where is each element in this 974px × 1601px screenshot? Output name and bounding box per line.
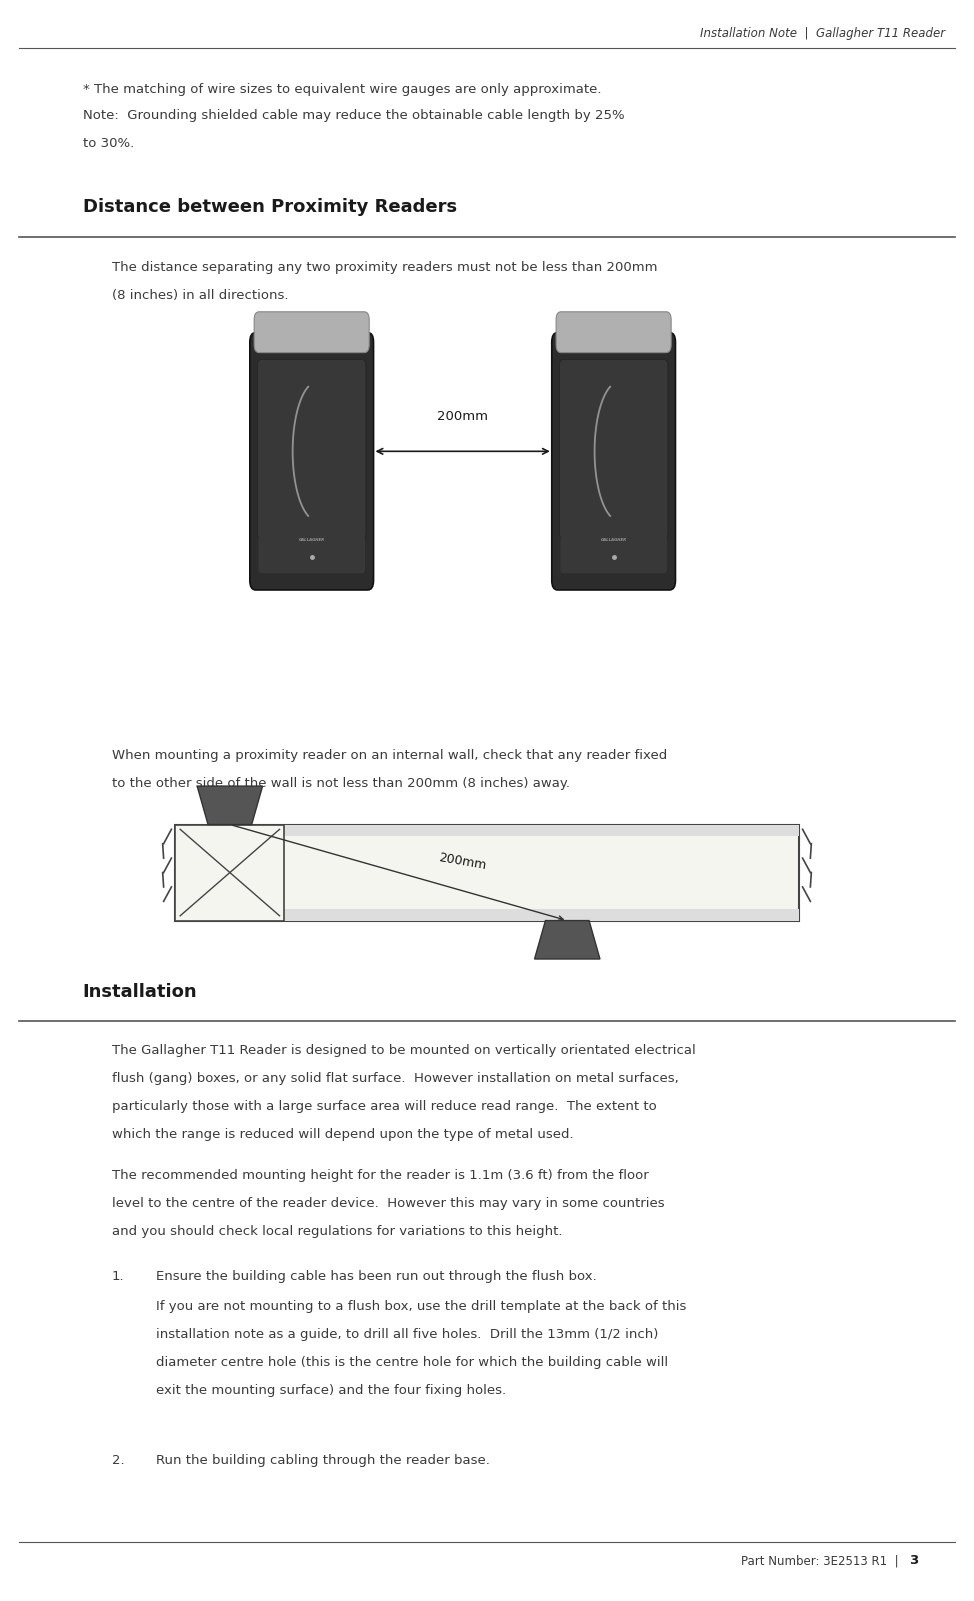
Text: 200mm: 200mm (437, 852, 487, 873)
Text: to the other side of the wall is not less than 200mm (8 inches) away.: to the other side of the wall is not les… (112, 778, 570, 791)
Text: exit the mounting surface) and the four fixing holes.: exit the mounting surface) and the four … (156, 1383, 506, 1398)
Polygon shape (535, 921, 600, 959)
FancyBboxPatch shape (254, 312, 369, 352)
FancyBboxPatch shape (257, 360, 366, 540)
Text: flush (gang) boxes, or any solid flat surface.  However installation on metal su: flush (gang) boxes, or any solid flat su… (112, 1073, 679, 1085)
Bar (175, 825, 284, 921)
Bar (175, 909, 799, 921)
FancyBboxPatch shape (551, 333, 676, 589)
Text: Part Number: 3E2513 R1  |: Part Number: 3E2513 R1 | (740, 1555, 906, 1567)
Text: When mounting a proximity reader on an internal wall, check that any reader fixe: When mounting a proximity reader on an i… (112, 749, 667, 762)
Text: to 30%.: to 30%. (83, 138, 134, 150)
Polygon shape (197, 786, 263, 825)
Text: (8 inches) in all directions.: (8 inches) in all directions. (112, 288, 288, 303)
FancyBboxPatch shape (560, 535, 667, 573)
Bar (175, 825, 799, 836)
Text: Run the building cabling through the reader base.: Run the building cabling through the rea… (156, 1454, 490, 1467)
FancyBboxPatch shape (249, 333, 374, 589)
Text: which the range is reduced will depend upon the type of metal used.: which the range is reduced will depend u… (112, 1127, 574, 1142)
Text: Distance between Proximity Readers: Distance between Proximity Readers (83, 199, 457, 216)
Text: and you should check local regulations for variations to this height.: and you should check local regulations f… (112, 1225, 563, 1238)
Text: The Gallagher T11 Reader is designed to be mounted on vertically orientated elec: The Gallagher T11 Reader is designed to … (112, 1044, 695, 1057)
Text: Note:  Grounding shielded cable may reduce the obtainable cable length by 25%: Note: Grounding shielded cable may reduc… (83, 109, 624, 122)
Text: GALLAGHER: GALLAGHER (299, 538, 324, 541)
Text: The recommended mounting height for the reader is 1.1m (3.6 ft) from the floor: The recommended mounting height for the … (112, 1169, 649, 1182)
FancyBboxPatch shape (258, 535, 365, 573)
Text: Installation: Installation (83, 983, 198, 1001)
Text: Installation Note  |  Gallagher T11 Reader: Installation Note | Gallagher T11 Reader (699, 27, 945, 40)
Text: Ensure the building cable has been run out through the flush box.: Ensure the building cable has been run o… (156, 1270, 597, 1282)
Text: * The matching of wire sizes to equivalent wire gauges are only approximate.: * The matching of wire sizes to equivale… (83, 83, 601, 96)
FancyBboxPatch shape (556, 312, 671, 352)
Text: 2.: 2. (112, 1454, 125, 1467)
Text: installation note as a guide, to drill all five holes.  Drill the 13mm (1/2 inch: installation note as a guide, to drill a… (156, 1329, 658, 1342)
Text: 200mm: 200mm (437, 410, 488, 423)
Text: If you are not mounting to a flush box, use the drill template at the back of th: If you are not mounting to a flush box, … (156, 1300, 687, 1313)
Text: diameter centre hole (this is the centre hole for which the building cable will: diameter centre hole (this is the centre… (156, 1356, 668, 1369)
Text: 1.: 1. (112, 1270, 125, 1282)
Text: The distance separating any two proximity readers must not be less than 200mm: The distance separating any two proximit… (112, 261, 657, 274)
Text: particularly those with a large surface area will reduce read range.  The extent: particularly those with a large surface … (112, 1100, 656, 1113)
Text: level to the centre of the reader device.  However this may vary in some countri: level to the centre of the reader device… (112, 1196, 664, 1210)
FancyBboxPatch shape (559, 360, 668, 540)
Bar (175, 825, 799, 921)
Text: 3: 3 (909, 1555, 918, 1567)
Text: GALLAGHER: GALLAGHER (601, 538, 626, 541)
